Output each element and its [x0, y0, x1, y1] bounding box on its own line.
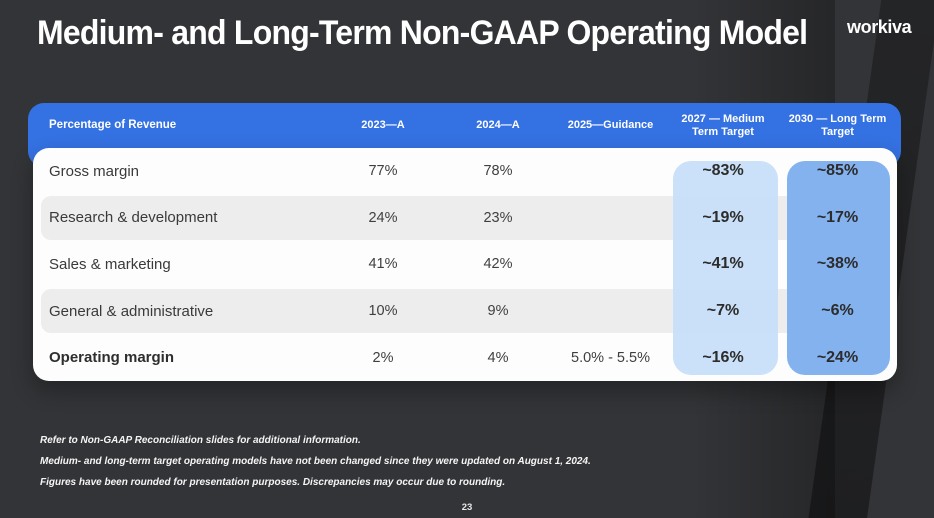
- column-header-2024: 2024—A: [476, 119, 520, 132]
- cell-2024: 9%: [487, 303, 509, 320]
- cell-long-term-target: ~24%: [816, 348, 859, 366]
- cell-long-term-target: ~85%: [816, 162, 859, 180]
- footnote-line: Medium- and long-term target operating m…: [40, 456, 591, 467]
- cell-2023: 10%: [368, 303, 398, 320]
- row-label: General & administrative: [49, 302, 214, 320]
- page-number: 23: [461, 502, 473, 513]
- cell-2024: 78%: [483, 163, 513, 180]
- row-label: Sales & marketing: [49, 255, 171, 273]
- workiva-logo: workiva: [847, 17, 912, 37]
- table-row-sales-marketing: Sales & marketing 41% 42% ~41% ~38%: [33, 241, 897, 288]
- cell-medium-term-target: ~83%: [702, 162, 744, 180]
- cell-2023: 41%: [368, 256, 398, 273]
- column-header-2023: 2023—A: [361, 119, 405, 132]
- slide-title: Medium- and Long-Term Non-GAAP Operating…: [37, 14, 808, 52]
- cell-2024: 42%: [483, 256, 513, 273]
- footnote-line: Figures have been rounded for presentati…: [40, 477, 506, 488]
- cell-medium-term-target: ~7%: [706, 302, 740, 320]
- column-header-2027-medium-term: 2027 — Medium Term Target: [681, 112, 765, 138]
- footnote-line: Refer to Non-GAAP Reconciliation slides …: [40, 435, 361, 446]
- long-term-target-highlight: [787, 161, 890, 375]
- medium-term-target-highlight: [673, 161, 778, 375]
- footnotes: Refer to Non-GAAP Reconciliation slides …: [40, 430, 591, 493]
- cell-2023: 24%: [368, 209, 398, 226]
- cell-2023: 2%: [372, 349, 394, 366]
- cell-medium-term-target: ~19%: [702, 208, 744, 226]
- cell-2025-guidance: 5.0% - 5.5%: [571, 349, 650, 366]
- cell-long-term-target: ~6%: [821, 302, 854, 320]
- row-label: Gross margin: [49, 162, 140, 180]
- table-row-gross-margin: Gross margin 77% 78% ~83% ~85%: [33, 148, 897, 195]
- cell-long-term-target: ~17%: [816, 208, 859, 226]
- cell-medium-term-target: ~41%: [702, 255, 744, 273]
- table-row-operating-margin: Operating margin 2% 4% 5.0% - 5.5% ~16% …: [33, 334, 897, 381]
- row-label: Operating margin: [49, 349, 175, 367]
- cell-long-term-target: ~38%: [816, 255, 859, 273]
- cell-2023: 77%: [368, 163, 398, 180]
- column-header-2030-long-term: 2030 — Long Term Target: [788, 112, 887, 138]
- cell-2024: 4%: [487, 349, 509, 366]
- table-body: Gross margin 77% 78% ~83% ~85% Research …: [33, 148, 897, 381]
- row-label: Research & development: [49, 209, 218, 227]
- cell-2024: 23%: [483, 209, 513, 226]
- cell-medium-term-target: ~16%: [702, 348, 744, 366]
- column-header-2025-guidance: 2025—Guidance: [567, 119, 654, 132]
- column-header-percentage-of-revenue: Percentage of Revenue: [49, 118, 177, 131]
